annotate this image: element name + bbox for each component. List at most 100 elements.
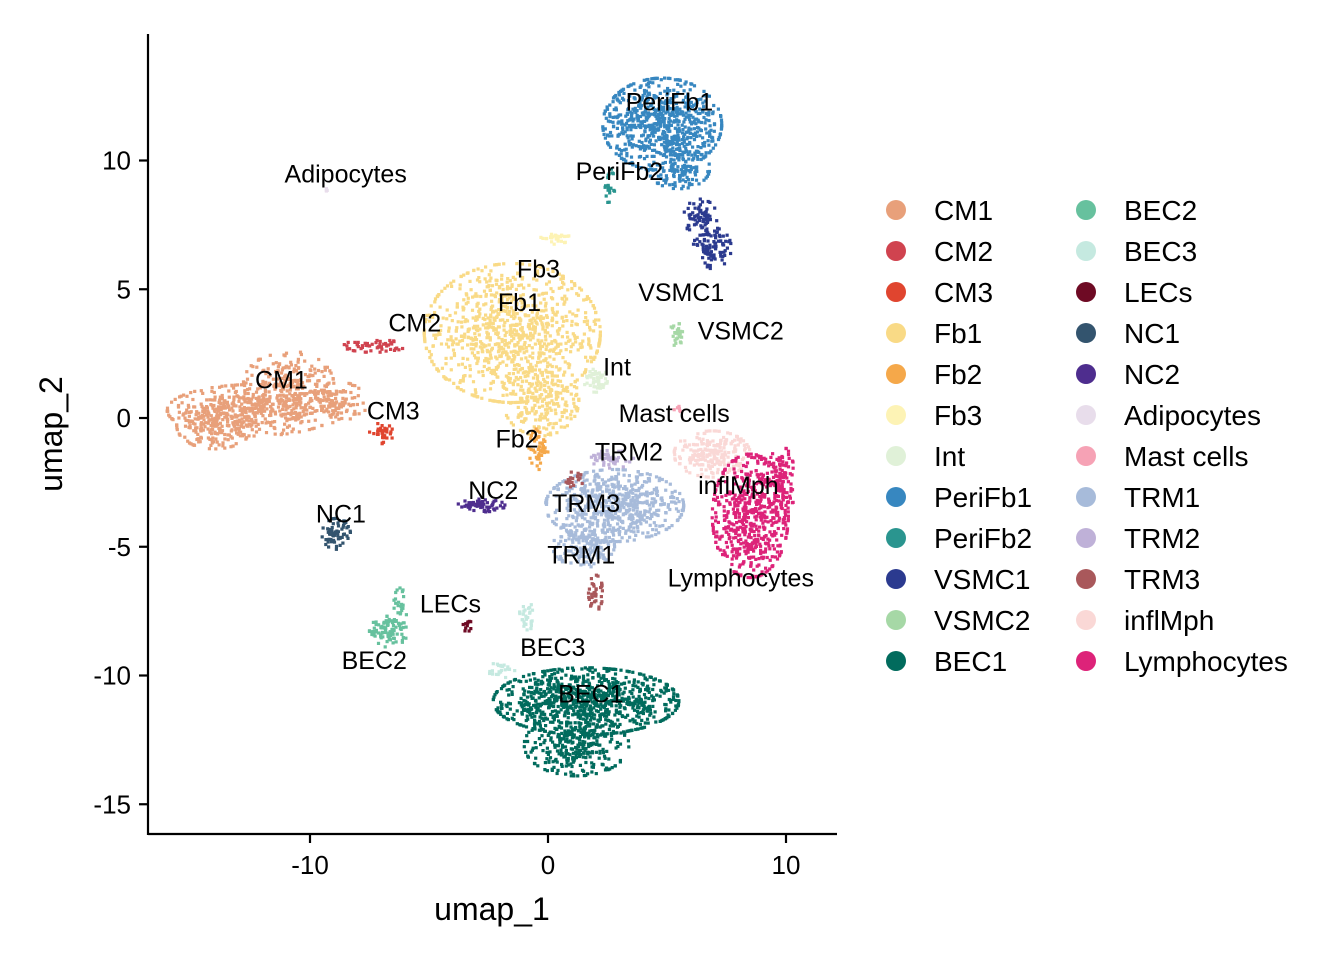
data-point [639,106,643,110]
data-point [617,487,621,491]
data-point [538,721,542,725]
data-point [558,690,562,694]
data-point [377,623,381,627]
data-point [522,745,526,749]
data-point [485,322,489,326]
data-point [639,726,643,730]
data-point [633,702,637,706]
data-point [265,402,269,406]
data-point [267,381,271,385]
data-point [566,686,570,691]
data-point [592,736,596,740]
data-point [498,504,503,508]
data-point [494,355,498,359]
data-point [542,447,546,451]
data-point [271,362,275,366]
data-point [672,149,676,154]
data-point [676,82,680,86]
data-point [627,528,631,532]
data-point [304,403,308,407]
data-point [668,168,672,172]
data-point [608,115,612,119]
data-point [602,712,606,716]
data-point [674,698,678,703]
data-point [638,722,642,726]
data-point [585,319,590,323]
data-point [605,711,609,715]
data-point [531,351,535,355]
data-point [668,100,672,105]
data-point [622,157,626,161]
data-point [583,740,587,744]
data-point [540,453,544,457]
data-point [530,321,534,325]
data-point [632,708,637,712]
data-point [597,344,601,348]
data-point [526,707,530,711]
data-point [542,397,546,401]
data-point [505,352,509,356]
data-point [209,443,213,447]
data-point [544,301,548,305]
data-point [529,620,533,624]
data-point [510,690,514,694]
data-point [533,714,537,718]
data-point [510,392,514,396]
data-point [504,330,508,334]
data-point [332,540,337,544]
data-point [576,709,580,713]
data-point [690,82,694,86]
data-point [539,318,543,322]
data-point [507,296,511,300]
data-point [571,772,575,776]
data-point [634,684,638,688]
data-point [478,280,482,284]
data-point [336,534,340,538]
data-point [284,373,288,377]
data-point [662,691,666,695]
data-point [495,506,499,510]
data-point [559,676,564,680]
data-point [578,286,582,290]
data-point [379,345,383,349]
data-point [604,709,608,713]
data-point [221,441,225,445]
data-point [557,724,561,729]
data-point [495,315,499,319]
data-point [197,417,201,421]
data-point [579,288,584,292]
data-point [594,709,598,713]
data-point [348,530,352,534]
data-point [316,368,321,373]
data-point [189,419,193,423]
data-point [324,187,328,191]
data-point [338,402,342,406]
data-point [532,722,537,726]
data-point [404,636,408,640]
data-point [392,348,397,352]
data-point [294,410,298,415]
data-point [514,367,518,371]
data-point [501,684,505,689]
data-point [309,368,313,373]
data-point [662,178,666,182]
data-point [517,283,521,288]
data-point [271,420,275,424]
data-point [303,407,307,411]
data-point [452,279,456,283]
data-point [566,339,571,343]
data-point [515,343,519,347]
data-point [556,670,560,674]
data-point [645,118,649,122]
data-point [574,314,578,318]
data-point [539,314,543,319]
data-point [699,224,703,228]
data-point [675,143,679,147]
data-point [543,768,547,772]
data-point [509,300,514,304]
data-point [332,517,336,521]
data-point [600,680,604,685]
data-point [371,620,375,624]
data-point [502,324,506,328]
data-point [530,608,535,612]
